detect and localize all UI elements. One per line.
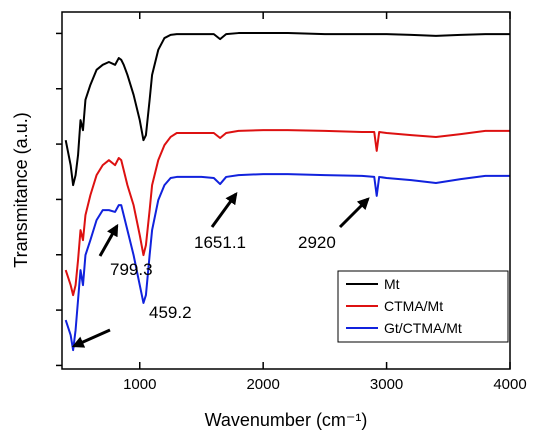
legend-label: Mt	[384, 276, 400, 292]
plot-frame	[61, 11, 511, 370]
annotation: 1651.1	[194, 233, 246, 252]
annotations: 799.3 459.2 1651.1 2920	[71, 192, 370, 348]
data-line	[64, 32, 510, 187]
annotation: 459.2	[149, 303, 192, 322]
x-axis-label: Wavenumber (cm⁻¹)	[205, 410, 368, 430]
plot-marks	[64, 32, 510, 352]
annotation: 2920	[298, 233, 336, 252]
legend-label: Gt/CTMA/Mt	[384, 320, 462, 336]
legend: Mt CTMA/Mt Gt/CTMA/Mt	[337, 270, 509, 343]
x-tick-label: 1000	[123, 376, 156, 393]
y-axis-label: Transmitance (a.u.)	[11, 112, 31, 267]
x-tick-label: 3000	[370, 376, 403, 393]
annotation-arrow	[98, 223, 119, 257]
annotation: 799.3	[110, 260, 153, 279]
annotation-arrow	[338, 197, 370, 229]
x-tick-label: 2000	[246, 376, 279, 393]
data-line	[64, 129, 510, 297]
annotation-arrow	[210, 192, 238, 228]
annotation-arrow	[71, 328, 111, 348]
legend-label: CTMA/Mt	[384, 298, 443, 314]
data-line	[64, 173, 510, 352]
x-tick-label: 4000	[493, 376, 526, 393]
